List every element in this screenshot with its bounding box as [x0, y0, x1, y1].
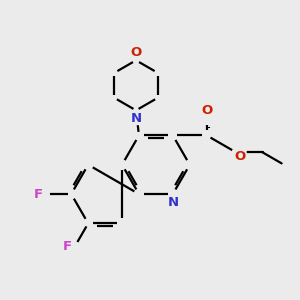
Text: N: N — [167, 196, 178, 209]
Text: F: F — [63, 240, 72, 253]
Text: O: O — [235, 150, 246, 163]
Text: N: N — [130, 112, 142, 124]
Text: O: O — [130, 46, 142, 59]
Text: O: O — [201, 104, 212, 118]
Text: F: F — [33, 188, 43, 200]
